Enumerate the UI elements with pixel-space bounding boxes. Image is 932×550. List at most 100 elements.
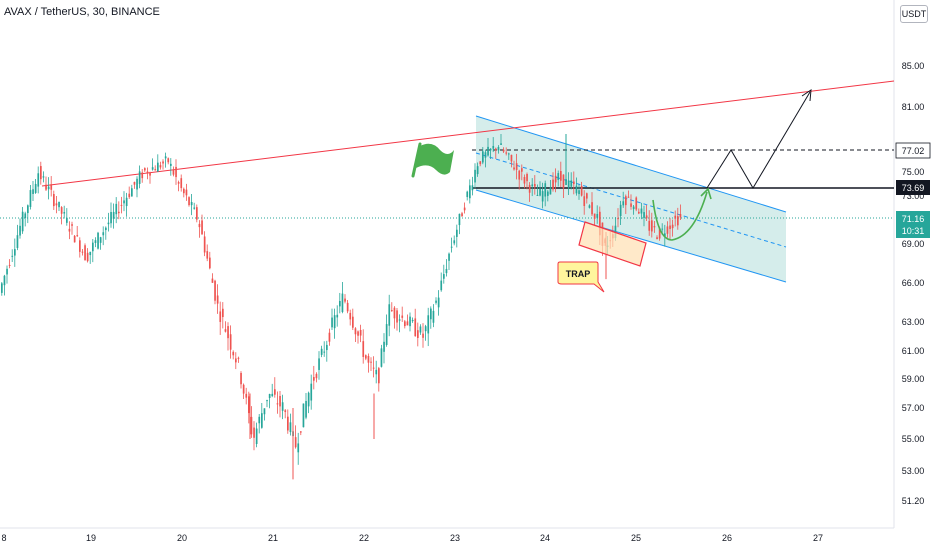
currency-button[interactable]: USDT	[900, 5, 928, 23]
candle-body	[271, 393, 274, 397]
price-tick-label: 51.20	[902, 496, 925, 506]
candle-body	[216, 295, 219, 304]
candle-body	[578, 190, 580, 195]
candle-body	[34, 183, 37, 193]
candle-body	[37, 173, 40, 187]
countdown-text: 10:31	[902, 226, 925, 236]
candle-body	[492, 145, 495, 149]
candle-body	[125, 197, 128, 207]
candle-body	[81, 251, 84, 253]
candle-body	[118, 211, 120, 214]
candle-body	[183, 188, 185, 194]
candle-body	[583, 196, 586, 206]
candle-body	[489, 148, 492, 151]
price-tag-upper-text: 77.02	[902, 146, 925, 156]
candle-body	[138, 171, 141, 184]
candle-body	[279, 395, 281, 407]
candle-body	[214, 280, 216, 301]
candle-body	[378, 368, 380, 384]
candle-body	[224, 329, 227, 332]
candle-body	[349, 312, 352, 320]
candle-body	[570, 180, 573, 187]
price-tag-mid: 73.69	[896, 180, 930, 195]
candle-body	[222, 308, 224, 318]
candle-body	[131, 188, 133, 197]
candle-body	[575, 185, 578, 194]
candle-body	[328, 332, 331, 342]
time-tick-label: 8	[1, 533, 6, 543]
candle-body	[518, 170, 521, 180]
candle-body	[206, 251, 209, 259]
candle-body	[380, 348, 383, 367]
candle-body	[185, 189, 188, 196]
candle-body	[510, 154, 513, 162]
candle-body	[276, 403, 279, 405]
candle-body	[630, 203, 632, 207]
candle-body	[500, 143, 502, 145]
candle-body	[32, 189, 34, 194]
candle-body	[544, 183, 547, 197]
candle-body	[209, 257, 211, 269]
channel-lower-line	[475, 189, 787, 283]
candle-body	[157, 162, 159, 172]
candle-body	[632, 206, 635, 210]
candle-body	[411, 319, 414, 322]
projection-arrowhead-black	[801, 89, 812, 102]
candle-body	[40, 166, 42, 180]
candle-body	[372, 367, 375, 369]
candle-body	[68, 228, 71, 232]
candle-body	[648, 220, 651, 231]
candle-body	[8, 264, 11, 266]
candle-body	[172, 169, 175, 175]
candle-body	[554, 175, 557, 183]
candle-body	[476, 166, 479, 175]
candle-body	[196, 207, 198, 220]
time-axis[interactable]: 8 19 20 21 22 23 24 25 26 27	[1, 533, 823, 543]
candle-body	[445, 268, 448, 274]
candle-body	[162, 161, 164, 164]
candle-body	[541, 191, 544, 202]
candle-body	[159, 165, 162, 168]
time-tick-label: 24	[540, 533, 550, 543]
candle-body	[79, 240, 81, 252]
candle-body	[102, 232, 105, 236]
candle-body	[406, 321, 409, 326]
candle-body	[203, 236, 206, 253]
candle-body	[219, 311, 222, 322]
candle-body	[313, 377, 315, 381]
candle-body	[469, 185, 471, 199]
candle-body	[653, 226, 656, 228]
candle-body	[484, 152, 487, 158]
candle-body	[344, 298, 346, 302]
candle-body	[679, 214, 682, 218]
candle-body	[417, 330, 419, 338]
candle-body	[253, 427, 255, 438]
candle-body	[614, 225, 617, 238]
candle-body	[521, 168, 523, 172]
candle-body	[674, 215, 677, 219]
candle-body	[552, 179, 554, 190]
candle-body	[534, 183, 536, 187]
candle-body	[144, 168, 146, 171]
candle-body	[333, 315, 336, 329]
candle-body	[453, 240, 456, 244]
candle-body	[45, 184, 47, 190]
candle-body	[547, 191, 549, 196]
candle-body	[383, 341, 385, 352]
candle-body	[398, 319, 401, 321]
candle-body	[622, 201, 625, 206]
candle-body	[193, 207, 196, 209]
candle-body	[266, 400, 268, 402]
candle-body	[175, 166, 177, 178]
candle-body	[596, 214, 599, 218]
candle-body	[404, 321, 406, 327]
candle-body	[63, 212, 66, 214]
price-axis[interactable]: 85.00 81.00 75.00 73.00 69.00 66.00 63.00 61.00…	[902, 61, 925, 506]
candle-body	[141, 172, 144, 179]
candle-body	[580, 185, 583, 196]
candle-body	[461, 213, 463, 217]
candle-body	[588, 205, 591, 208]
candle-body	[656, 237, 658, 239]
candle-body	[385, 324, 388, 345]
